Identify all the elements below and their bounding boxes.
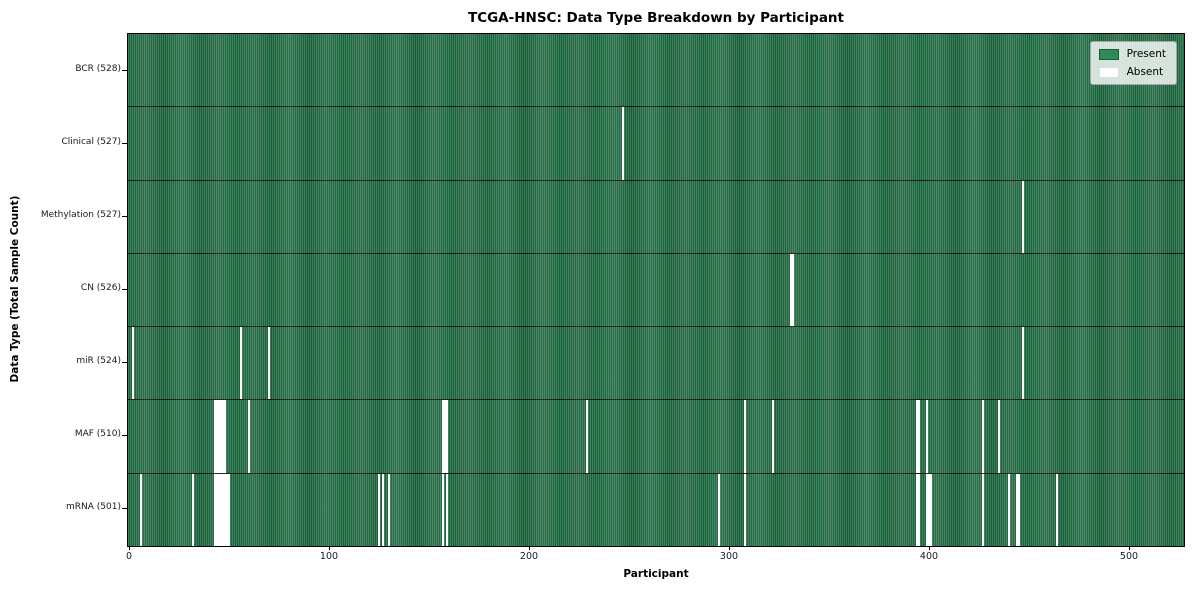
absent-stripe [442, 400, 448, 473]
absent-stripe [586, 400, 589, 473]
x-tick-label: 200 [519, 551, 539, 562]
plot-area: Present Absent [127, 33, 1185, 547]
absent-stripe [998, 400, 1001, 473]
x-axis-label: Participant [623, 568, 689, 580]
absent-stripe [1016, 473, 1020, 546]
y-tick-mark [122, 289, 127, 290]
absent-stripe [192, 473, 195, 546]
legend-present-swatch [1098, 48, 1119, 60]
absent-stripe [916, 400, 920, 473]
y-tick-label: CN (526) [80, 283, 121, 293]
absent-stripe [744, 473, 747, 546]
heatmap-row-Clinical [128, 107, 1184, 181]
absent-stripe [214, 400, 226, 473]
absent-stripe [1022, 180, 1025, 253]
y-tick-label: MAF (510) [74, 429, 121, 440]
absent-stripe [442, 473, 445, 546]
x-tick-label: 100 [319, 551, 339, 562]
absent-stripe [388, 473, 391, 546]
legend-item-absent: Absent [1098, 66, 1166, 78]
absent-stripe [772, 400, 775, 473]
x-tick-mark [729, 546, 730, 550]
absent-stripe [378, 473, 381, 546]
y-tick-mark [122, 435, 127, 437]
legend-present-label: Present [1126, 48, 1166, 60]
y-tick-label: BCR (528) [75, 63, 121, 74]
heatmap-row-CN [128, 253, 1184, 328]
absent-stripe [744, 400, 747, 473]
absent-stripe [446, 473, 449, 546]
absent-stripe [268, 327, 271, 400]
heatmap-row-mRNA [128, 473, 1184, 546]
absent-stripe [926, 473, 932, 546]
legend-item-present: Present [1098, 48, 1166, 60]
absent-stripe [982, 400, 985, 473]
x-tick-mark [529, 546, 530, 550]
absent-stripe [718, 473, 721, 546]
heatmap-row-Methylation [128, 180, 1184, 254]
x-tick-mark [1129, 546, 1130, 550]
x-tick-mark [929, 546, 930, 550]
heatmap-rows [128, 34, 1184, 546]
y-tick-label: Clinical (527) [61, 136, 121, 147]
chart-title: TCGA-HNSC: Data Type Breakdown by Partic… [467, 10, 844, 26]
absent-stripe [622, 107, 625, 180]
x-tick-label: 300 [719, 551, 739, 562]
legend: Present Absent [1089, 41, 1177, 85]
absent-stripe [240, 327, 243, 400]
absent-stripe [382, 473, 385, 546]
absent-stripe [926, 400, 929, 473]
y-tick-label: Methylation (527) [40, 209, 121, 220]
absent-stripe [790, 253, 794, 327]
y-tick-mark [122, 362, 127, 364]
legend-absent-swatch [1098, 66, 1119, 78]
y-tick-mark [122, 142, 127, 144]
absent-stripe [140, 473, 143, 546]
y-tick-label: miR (524) [76, 356, 121, 367]
absent-stripe [214, 473, 230, 546]
absent-stripe [982, 473, 985, 546]
heatmap-row-MAF [128, 400, 1184, 474]
absent-stripe [1008, 473, 1011, 546]
absent-stripe [916, 473, 920, 546]
absent-stripe [248, 400, 251, 473]
absent-stripe [1022, 327, 1025, 400]
x-tick-label: 400 [919, 551, 939, 562]
x-tick-label: 0 [125, 551, 133, 562]
x-tick-mark [329, 546, 330, 550]
y-tick-mark [122, 215, 127, 217]
x-tick-mark [129, 546, 130, 550]
x-tick-label: 500 [1119, 551, 1139, 562]
y-tick-label: mRNA (501) [66, 502, 121, 513]
legend-absent-label: Absent [1126, 66, 1164, 78]
y-tick-mark [122, 69, 127, 71]
heatmap-row-BCR [128, 34, 1184, 108]
heatmap-row-miR [128, 327, 1184, 401]
y-tick-mark [122, 508, 127, 510]
absent-stripe [131, 327, 135, 400]
absent-stripe [1056, 473, 1059, 546]
